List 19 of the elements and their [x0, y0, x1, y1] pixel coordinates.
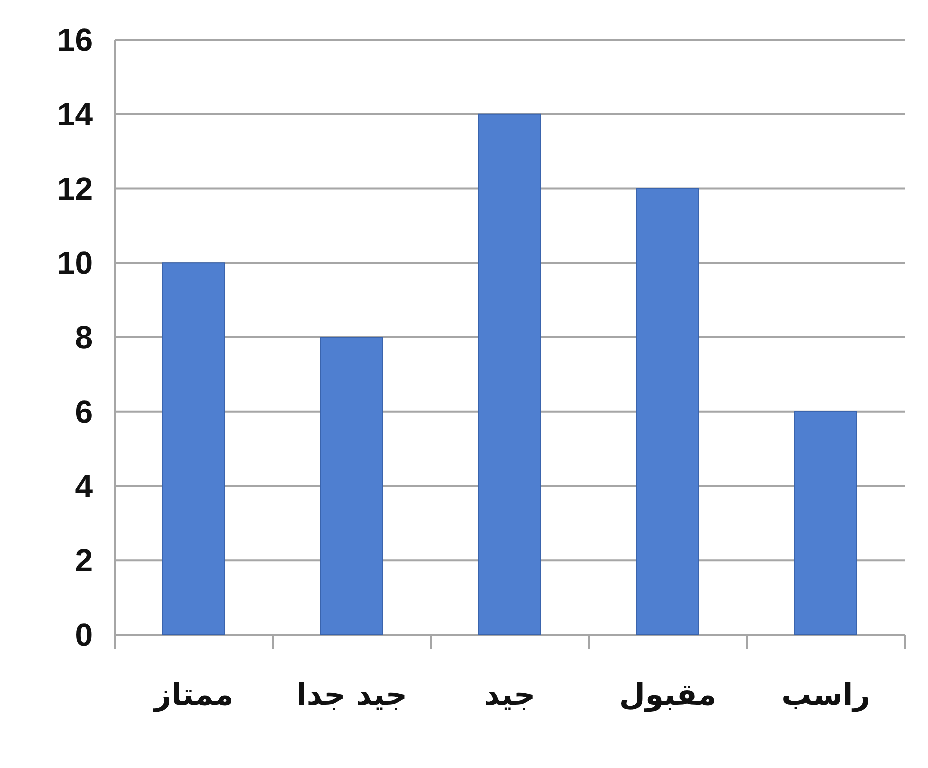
y-tick-label: 8 — [75, 320, 93, 356]
y-tick-label: 0 — [75, 617, 93, 653]
bar — [636, 188, 700, 636]
y-tick-label: 4 — [75, 468, 94, 504]
y-tick-label: 16 — [57, 22, 93, 58]
x-tick-label: ممتاز — [152, 678, 234, 713]
x-tick-label: جيد — [484, 678, 536, 713]
x-tick-label: مقبول — [619, 678, 717, 713]
bar — [320, 337, 384, 636]
y-tick-label: 10 — [57, 245, 93, 282]
y-tick-label: 14 — [57, 96, 94, 132]
bar — [794, 411, 858, 636]
y-tick-label: 12 — [57, 170, 93, 207]
y-tick-label: 6 — [75, 394, 93, 430]
x-tick-label: جيد جدا — [296, 678, 408, 713]
bar — [162, 262, 226, 636]
x-tick-label: راسب — [782, 678, 870, 713]
y-tick-label: 2 — [75, 542, 93, 579]
bar — [478, 114, 542, 636]
